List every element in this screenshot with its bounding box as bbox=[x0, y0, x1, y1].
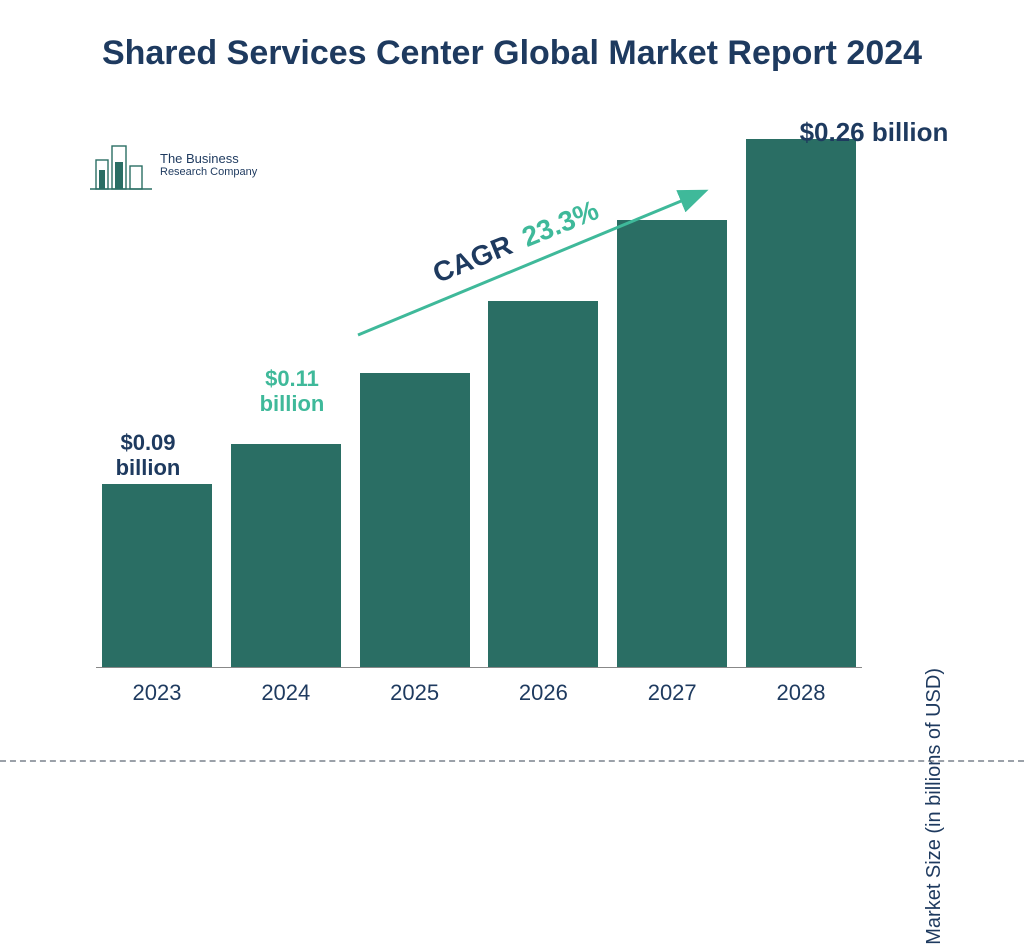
bar-2028 bbox=[746, 139, 856, 667]
y-axis-label: Market Size (in billions of USD) bbox=[923, 668, 946, 945]
bar bbox=[746, 139, 856, 667]
bar bbox=[231, 444, 341, 667]
bar bbox=[360, 373, 470, 667]
bottom-divider bbox=[0, 760, 1024, 762]
trend-arrow-icon bbox=[348, 180, 718, 350]
xlabel: 2023 bbox=[102, 672, 212, 712]
xlabel: 2026 bbox=[488, 672, 598, 712]
bar bbox=[488, 301, 598, 667]
xlabel: 2027 bbox=[617, 672, 727, 712]
cagr-annotation: CAGR 23.3% bbox=[348, 180, 718, 350]
value-label-2024: $0.11 billion bbox=[232, 366, 352, 417]
bar-2026 bbox=[488, 301, 598, 667]
x-axis-labels: 2023 2024 2025 2026 2027 2028 bbox=[96, 672, 862, 712]
bar-2024 bbox=[231, 444, 341, 667]
bar-2023 bbox=[102, 484, 212, 667]
xlabel: 2024 bbox=[231, 672, 341, 712]
xlabel: 2028 bbox=[746, 672, 856, 712]
page-title: Shared Services Center Global Market Rep… bbox=[0, 32, 1024, 75]
bar bbox=[102, 484, 212, 667]
xlabel: 2025 bbox=[360, 672, 470, 712]
bar-2025 bbox=[360, 373, 470, 667]
value-label-2023: $0.09 billion bbox=[88, 430, 208, 481]
value-label-2028: $0.26 billion bbox=[784, 118, 964, 148]
